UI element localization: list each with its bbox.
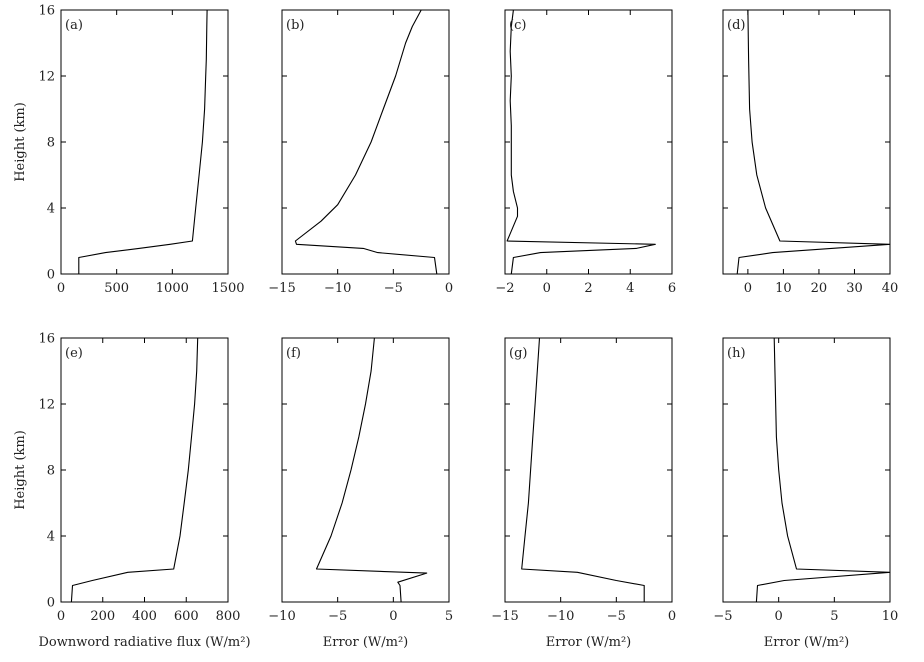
x-tick-label: −10 [547, 609, 574, 624]
panel-f: −10 −5 0 5 (f) Error (W/m²) [268, 337, 453, 650]
plot-frame [60, 337, 229, 603]
plot-frame [281, 9, 450, 275]
profile-line [315, 337, 428, 603]
x-tick-label: −10 [324, 281, 351, 296]
panel-e: 0 200 400 600 800 0 4 8 12 16 (e) Height (km) Downwo… [13, 332, 251, 651]
x-tick-label: 0 [389, 609, 397, 624]
panel-d: 0 10 20 30 40 (d) [722, 9, 899, 296]
panel-b: −15 −10 −5 0 (b) [268, 9, 453, 296]
x-tick-label: 0 [775, 609, 783, 624]
x-axis-title: Error (W/m²) [764, 635, 850, 650]
y-tick-label: 16 [38, 332, 55, 347]
panel-label: (e) [65, 346, 83, 361]
x-tick-label: 1000 [156, 281, 189, 296]
panel-label: (h) [727, 346, 746, 361]
x-tick-label: −5 [713, 609, 732, 624]
panel-label: (f) [286, 346, 301, 361]
panel-label: (c) [509, 18, 526, 33]
y-tick-label: 16 [38, 4, 55, 19]
y-tick-label: 12 [38, 398, 55, 413]
x-tick-label: −10 [268, 609, 295, 624]
panel-label: (a) [65, 18, 83, 33]
panel-h: −5 0 5 10 (h) Error (W/m²) [713, 337, 899, 650]
plot-frame [504, 9, 673, 275]
x-tick-label: 600 [174, 609, 199, 624]
profile-line [70, 337, 199, 603]
x-tick-label: −15 [268, 281, 295, 296]
y-tick-label: 12 [38, 70, 55, 85]
profile-line [78, 9, 208, 274]
y-tick-label: 8 [47, 464, 55, 479]
x-axis-title: Error (W/m²) [546, 635, 632, 650]
x-tick-label: 0 [668, 609, 676, 624]
y-tick-label: 0 [47, 268, 55, 283]
panel-label: (d) [727, 18, 745, 33]
x-tick-label: 10 [775, 281, 792, 296]
y-axis-title: Height (km) [13, 430, 28, 510]
plot-frame [281, 337, 450, 603]
x-tick-label: 1500 [211, 281, 244, 296]
plot-frame [722, 337, 891, 603]
profile-line [521, 337, 645, 602]
x-tick-label: 20 [811, 281, 828, 296]
x-tick-label: 800 [216, 609, 241, 624]
panel-a: 0 500 1000 1500 0 4 8 12 16 (a) Height (km) [13, 4, 245, 297]
x-tick-label: 30 [846, 281, 863, 296]
x-tick-label: 400 [132, 609, 157, 624]
x-tick-label: 2 [584, 281, 592, 296]
y-tick-label: 8 [47, 136, 55, 151]
x-tick-label: −15 [491, 609, 518, 624]
x-tick-label: 6 [668, 281, 676, 296]
panel-label: (g) [509, 346, 527, 361]
y-axis-title: Height (km) [13, 102, 28, 182]
x-tick-label: −5 [328, 609, 347, 624]
x-tick-label: 5 [445, 609, 453, 624]
profile-line [294, 9, 438, 275]
x-tick-label: 40 [882, 281, 899, 296]
profile-line [755, 337, 891, 603]
x-tick-label: 0 [445, 281, 453, 296]
x-tick-label: 0 [543, 281, 551, 296]
x-axis-title: Error (W/m²) [323, 635, 409, 650]
y-tick-label: 4 [47, 530, 55, 545]
x-tick-label: 200 [90, 609, 115, 624]
panel-g: −15 −10 −5 0 (g) Error (W/m²) [491, 337, 676, 650]
x-tick-label: 0 [57, 609, 65, 624]
x-tick-label: 0 [57, 281, 65, 296]
profile-line [736, 9, 891, 275]
x-tick-label: 500 [104, 281, 129, 296]
panel-label: (b) [286, 18, 304, 33]
x-tick-label: −2 [495, 281, 514, 296]
x-tick-label: −5 [607, 609, 626, 624]
x-tick-label: 5 [830, 609, 838, 624]
x-tick-label: 4 [626, 281, 634, 296]
profile-line [506, 9, 656, 275]
y-tick-label: 4 [47, 202, 55, 217]
y-tick-label: 0 [47, 596, 55, 611]
panel-c: −2 0 2 4 6 (c) [495, 9, 676, 296]
x-tick-label: −5 [384, 281, 403, 296]
x-tick-label: 10 [882, 609, 899, 624]
x-axis-title: Downword radiative flux (W/m²) [38, 635, 250, 650]
x-tick-label: 0 [744, 281, 752, 296]
